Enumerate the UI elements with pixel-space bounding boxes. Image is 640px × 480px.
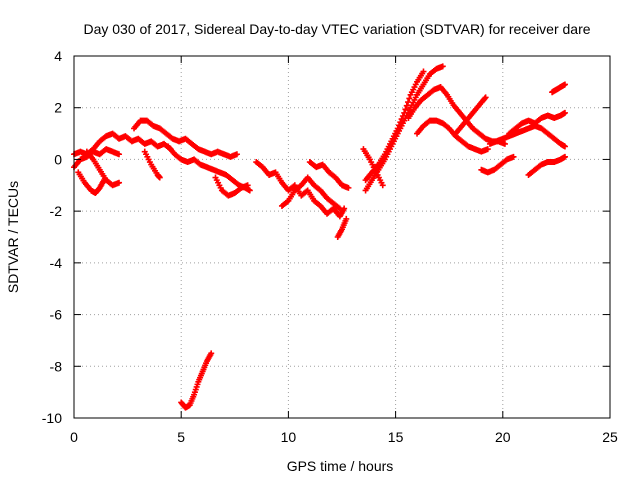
data-point — [402, 106, 409, 113]
data-point — [156, 174, 163, 181]
data-point — [336, 205, 343, 212]
data-point — [561, 143, 568, 150]
series-arc-5 — [131, 117, 240, 160]
data-point — [403, 102, 410, 109]
data-point — [343, 215, 350, 222]
data-point — [501, 140, 508, 147]
data-point — [233, 151, 240, 158]
data-point — [399, 112, 406, 119]
series-arc-14 — [362, 63, 446, 194]
data-point — [397, 119, 404, 126]
x-tick-label: 5 — [177, 429, 185, 445]
data-point — [394, 125, 401, 132]
x-tick-label: 25 — [602, 429, 618, 445]
x-axis-label: GPS time / hours — [287, 458, 394, 474]
data-point — [405, 99, 412, 106]
x-tick-label: 10 — [281, 429, 297, 445]
series-arc-19 — [452, 94, 489, 137]
data-point — [401, 109, 408, 116]
series-arc-4 — [83, 148, 123, 189]
data-point — [484, 146, 491, 153]
data-point — [561, 109, 568, 116]
y-axis-label: SDTVAR / TECUs — [5, 181, 21, 293]
series-arc-8 — [212, 174, 251, 199]
series-arc-16 — [360, 146, 386, 189]
x-tick-label: 0 — [70, 429, 78, 445]
series-arc-13 — [178, 350, 215, 411]
data-point — [439, 63, 446, 70]
data-point — [116, 151, 123, 158]
data-point — [398, 116, 405, 123]
series-arc-11 — [306, 159, 352, 191]
x-tick-label: 15 — [388, 429, 404, 445]
y-tick-label: -2 — [50, 203, 63, 219]
y-tick-label: 4 — [54, 48, 62, 64]
data-point — [406, 95, 413, 102]
y-tick-label: -6 — [50, 307, 63, 323]
data-point — [561, 81, 568, 88]
data-point — [345, 184, 352, 191]
series-arc-10 — [278, 174, 343, 212]
series-arc-7 — [165, 143, 253, 194]
data-point — [510, 153, 517, 160]
series-arc-6 — [141, 148, 163, 181]
plot-frame — [73, 55, 611, 419]
series-arc-23 — [525, 153, 568, 178]
data-points — [71, 63, 568, 411]
series-arc-21 — [486, 122, 568, 150]
y-tick-label: 0 — [54, 151, 62, 167]
x-tick-label: 20 — [495, 429, 511, 445]
y-tick-label: -4 — [50, 255, 63, 271]
series-arc-20 — [478, 153, 517, 176]
data-point — [246, 187, 253, 194]
series-arc-15 — [362, 68, 427, 184]
series-arc-12 — [334, 215, 350, 240]
data-point — [396, 122, 403, 129]
data-point — [481, 95, 488, 102]
data-point — [116, 179, 123, 186]
data-point — [561, 153, 568, 160]
series-arc-24 — [549, 81, 568, 96]
chart-title: Day 030 of 2017, Sidereal Day-to-day VTE… — [83, 21, 590, 37]
data-point — [420, 68, 427, 75]
series-arc-18 — [414, 117, 491, 155]
data-point — [482, 94, 489, 101]
data-point — [379, 182, 386, 189]
series-arc-22 — [506, 109, 568, 137]
y-tick-label: 2 — [54, 100, 62, 116]
data-point — [244, 182, 251, 189]
series-arc-9 — [253, 159, 348, 220]
series-arc-1 — [71, 130, 174, 158]
data-point — [208, 350, 215, 357]
y-tick-label: -8 — [50, 358, 63, 374]
y-tick-label: -10 — [42, 410, 62, 426]
